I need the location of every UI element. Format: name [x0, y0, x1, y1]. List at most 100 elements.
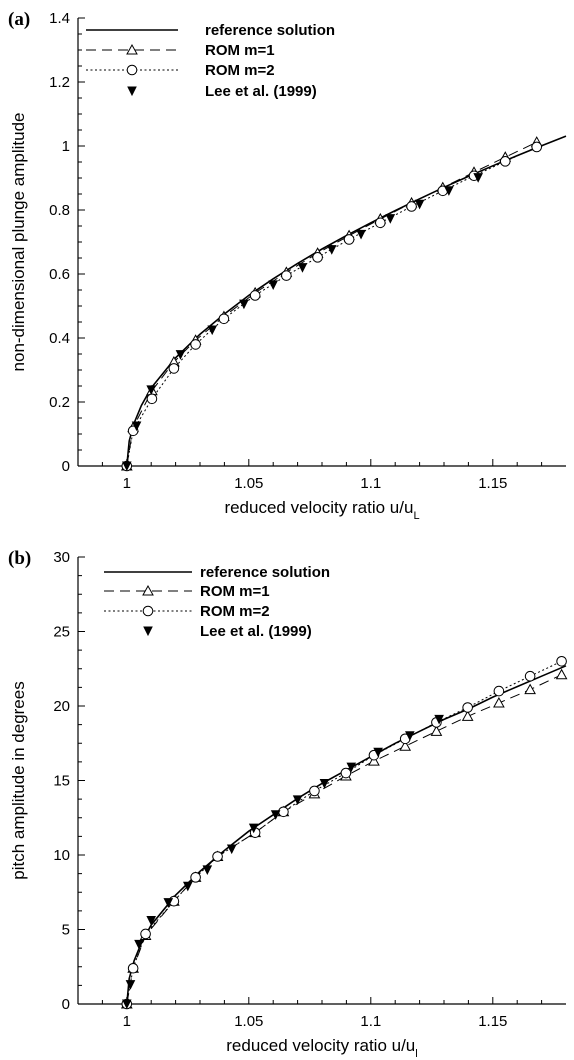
y-tick-label: 15 [53, 773, 70, 790]
series-4 [121, 714, 444, 1010]
data-point [326, 245, 337, 255]
x-tick-label: 1.05 [234, 1013, 263, 1030]
x-tick-label: 1.15 [478, 1013, 507, 1030]
data-point [373, 747, 383, 758]
data-point [218, 313, 230, 325]
data-point [140, 928, 151, 940]
y-tick-label: 5 [62, 922, 70, 939]
data-point [309, 785, 320, 797]
legend: reference solution ROM m=1 ROM m=2 Lee et a… [86, 22, 335, 100]
data-point [473, 173, 483, 183]
y-tick-label: 30 [53, 549, 70, 566]
legend-marker [127, 86, 137, 97]
x-axis-label-subscript: L [413, 510, 419, 522]
data-point [312, 252, 323, 263]
data-point [281, 270, 292, 281]
data-point [444, 186, 454, 196]
x-tick-label: 1.1 [360, 1013, 381, 1030]
data-point [461, 710, 474, 721]
chart-panel-a: 1 1.05 1.1 1.15 0 0.2 0.4 0.6 0.8 1 1.2 1.4 referenc… [8, 9, 567, 522]
data-point [239, 299, 249, 310]
x-tick-label: 1.15 [478, 475, 507, 492]
data-point [190, 339, 201, 350]
x-tick-label: 1 [123, 475, 131, 492]
data-point [292, 795, 303, 805]
data-point [131, 421, 142, 432]
data-point [531, 141, 543, 153]
data-point [190, 872, 201, 883]
series-4 [121, 173, 483, 472]
data-point [134, 939, 144, 950]
data-point [555, 668, 568, 680]
data-point [493, 696, 505, 708]
data-point [368, 755, 380, 766]
series-line [126, 665, 567, 1005]
data-point [121, 461, 132, 472]
series-3 [121, 656, 567, 1010]
data-point [278, 806, 289, 818]
series-2 [120, 136, 543, 471]
series-1 [126, 135, 567, 467]
legend-marker [142, 605, 154, 617]
series-line [126, 135, 567, 467]
data-point [146, 916, 157, 926]
y-tick-label: 25 [53, 624, 70, 641]
panel-label: (b) [8, 548, 31, 569]
data-point [175, 350, 186, 360]
legend-label: ROM m=2 [205, 62, 275, 79]
legend-label: Lee et al. (1999) [205, 83, 317, 100]
data-point [125, 980, 136, 990]
data-point [319, 778, 330, 789]
legend-marker [142, 584, 154, 596]
y-tick-label: 1 [62, 138, 70, 155]
data-point [340, 767, 352, 779]
legend-marker [126, 43, 138, 55]
data-point [556, 656, 567, 667]
y-axis-label: non-dimensional plunge amplitude [9, 113, 28, 372]
series-1 [126, 665, 567, 1005]
data-point [524, 670, 536, 682]
data-point [430, 725, 443, 736]
y-tick-label: 10 [53, 847, 70, 864]
series-3 [121, 141, 543, 472]
legend-label: reference solution [205, 22, 335, 39]
y-tick-label: 0 [62, 458, 70, 475]
data-point [405, 731, 415, 741]
data-point [248, 823, 259, 834]
legend-marker [126, 64, 138, 76]
data-point [212, 851, 223, 862]
data-point [524, 683, 536, 695]
y-tick-label: 0.8 [49, 202, 70, 219]
data-point [268, 280, 279, 290]
data-point [385, 214, 396, 224]
data-point [270, 810, 281, 820]
x-axis-label: reduced velocity ratio u/ul [226, 1036, 417, 1060]
chart-panel-b: 1 1.05 1.1 1.15 0 5 10 15 20 25 30 reference soluti… [8, 548, 568, 1060]
data-point [434, 714, 444, 725]
data-point [493, 685, 505, 697]
data-point [346, 762, 357, 773]
data-point [207, 325, 218, 336]
data-point [168, 363, 180, 374]
data-point [146, 393, 158, 405]
data-point [146, 385, 157, 395]
x-axis-label-subscript: l [415, 1048, 417, 1060]
data-point [249, 290, 261, 301]
data-point [414, 199, 425, 210]
legend: reference solution ROM m=1 ROM m=2 Lee et a… [104, 564, 330, 640]
series-2 [120, 668, 568, 1009]
series-line [126, 141, 537, 467]
panel-label: (a) [8, 9, 30, 30]
data-point [121, 999, 132, 1010]
y-tick-label: 0.4 [49, 330, 70, 347]
legend-label: ROM m=1 [200, 583, 270, 600]
data-point [406, 201, 417, 212]
series-line [126, 660, 562, 1005]
data-point [202, 865, 213, 876]
data-point [182, 881, 193, 892]
y-tick-label: 0.6 [49, 266, 70, 283]
series-line [126, 146, 537, 467]
legend-label: ROM m=1 [205, 42, 275, 59]
data-point [226, 844, 237, 855]
